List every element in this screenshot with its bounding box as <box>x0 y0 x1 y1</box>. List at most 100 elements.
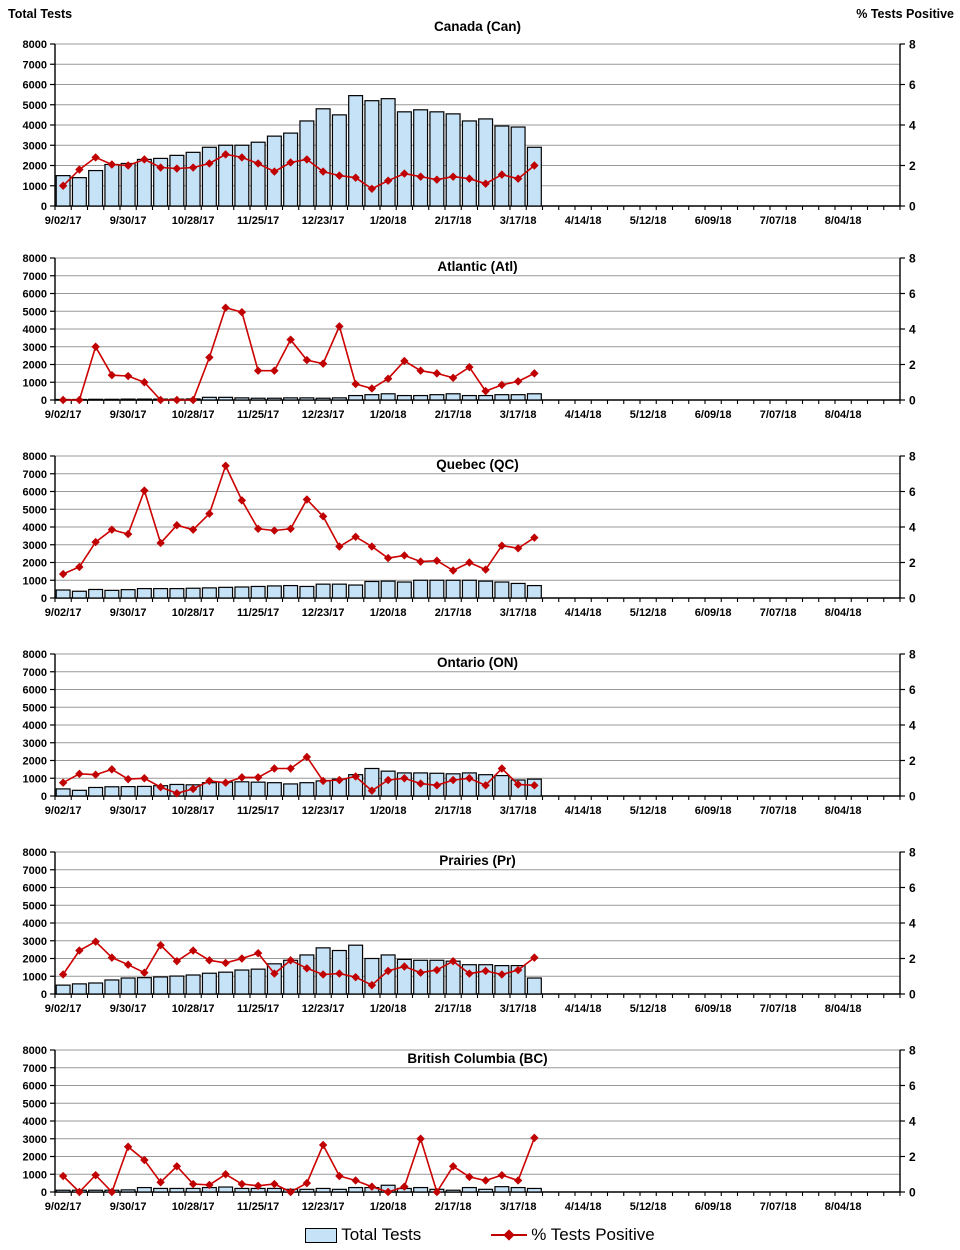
x-tick-label: 7/07/18 <box>760 805 797 817</box>
right-tick-label: 6 <box>909 683 916 697</box>
left-tick-label: 5000 <box>23 702 47 714</box>
left-tick-label: 6000 <box>23 289 47 301</box>
marker-10/07/17 <box>140 378 149 387</box>
x-tick-label: 9/30/17 <box>110 215 147 227</box>
x-tick-label: 8/04/18 <box>825 805 862 817</box>
x-tick-label: 3/17/18 <box>500 409 537 421</box>
marker-12/16/17 <box>302 155 312 164</box>
marker-11/25/17 <box>253 773 263 782</box>
bar-10/07/17 <box>136 158 152 207</box>
marker-10/07/17 <box>140 486 149 495</box>
marker-10/14/17 <box>156 940 165 950</box>
left-tick-label: 1000 <box>23 1169 47 1181</box>
legend-line-swatch-icon <box>491 1229 528 1241</box>
bar-11/04/17 <box>201 587 217 599</box>
bar-10/07/17 <box>136 785 152 797</box>
left-tick-label: 0 <box>41 201 47 213</box>
bar-1/13/18 <box>364 580 380 599</box>
marker-11/11/17 <box>221 1170 230 1179</box>
marker-12/09/17 <box>286 1187 295 1197</box>
left-tick-label: 5000 <box>23 900 47 912</box>
x-tick-label: 12/23/17 <box>302 1201 345 1213</box>
bar-10/07/17 <box>136 1186 152 1193</box>
x-tick-label: 7/07/18 <box>760 215 797 227</box>
marker-9/09/17 <box>75 395 84 405</box>
marker-1/27/18 <box>400 169 409 178</box>
chart-canvas-quebec: 0 1000 2000 3000 4000 5000 6000 7000 8000 0 2 4 6 8 9/… <box>23 450 916 620</box>
left-tick-label: 2000 <box>23 756 47 768</box>
bar-11/18/17 <box>234 586 250 599</box>
bar-3/03/18 <box>478 580 494 599</box>
x-tick-label: 11/25/17 <box>237 607 279 619</box>
x-tick-label: 8/04/18 <box>825 409 862 421</box>
bar-12/30/17 <box>331 397 347 401</box>
x-tick-label: 12/23/17 <box>302 805 345 817</box>
x-tick-label: 10/28/17 <box>172 1201 215 1213</box>
left-tick-label: 1000 <box>23 575 47 587</box>
bar-2/10/18 <box>429 579 445 599</box>
right-tick-label: 2 <box>909 1150 916 1164</box>
left-tick-label: 4000 <box>23 522 47 534</box>
bar-9/23/17 <box>104 979 120 995</box>
left-tick-label: 3000 <box>23 342 47 354</box>
right-tick-label: 4 <box>909 521 916 535</box>
bar-2/17/18 <box>445 960 461 995</box>
bar-11/04/17 <box>201 396 217 401</box>
left-tick-label: 6000 <box>23 487 47 499</box>
marker-2/03/18 <box>416 557 425 566</box>
bar-10/28/17 <box>185 151 201 207</box>
left-tick-label: 2000 <box>23 954 47 966</box>
right-tick-label: 6 <box>909 881 916 895</box>
x-tick-label: 2/17/18 <box>435 215 472 227</box>
bar-9/30/17 <box>120 162 136 207</box>
x-tick-label: 11/25/17 <box>237 409 279 421</box>
right-tick-label: 6 <box>909 78 916 92</box>
bar-2/10/18 <box>429 959 445 995</box>
left-tick-label: 2000 <box>23 161 47 173</box>
right-tick-label: 0 <box>909 592 916 606</box>
x-tick-label: 8/04/18 <box>825 1201 862 1213</box>
legend-item-total-tests: Total Tests <box>305 1225 421 1245</box>
marker-11/11/17 <box>221 958 230 968</box>
marker-11/25/17 <box>253 524 263 533</box>
x-tick-label: 3/17/18 <box>500 607 537 619</box>
bar-12/16/17 <box>299 954 315 995</box>
marker-10/14/17 <box>156 782 165 792</box>
x-tick-label: 2/17/18 <box>435 409 472 421</box>
bar-9/09/17 <box>71 789 87 797</box>
bar-10/14/17 <box>153 587 169 599</box>
bar-2/17/18 <box>445 579 461 599</box>
x-tick-label: 8/04/18 <box>825 1003 862 1015</box>
marker-11/11/17 <box>221 303 230 312</box>
left-tick-label: 5000 <box>23 1098 47 1110</box>
right-tick-label: 4 <box>909 323 916 337</box>
x-tick-label: 4/14/18 <box>565 805 602 817</box>
marker-11/04/17 <box>205 159 214 168</box>
x-tick-label: 1/20/18 <box>370 409 407 421</box>
marker-10/14/17 <box>156 395 165 405</box>
bar-9/23/17 <box>104 163 120 207</box>
marker-12/09/17 <box>286 335 295 344</box>
marker-11/18/17 <box>237 307 247 317</box>
legend-item-pct-positive: % Tests Positive <box>491 1225 655 1245</box>
marker-3/24/18 <box>530 533 539 542</box>
left-tick-label: 7000 <box>23 667 47 679</box>
right-tick-label: 0 <box>909 200 916 214</box>
marker-3/17/18 <box>513 780 523 789</box>
marker-2/10/18 <box>432 369 442 378</box>
left-tick-label: 8000 <box>23 847 47 859</box>
x-tick-label: 3/17/18 <box>500 805 537 817</box>
marker-2/10/18 <box>432 556 442 565</box>
chart-canvas-canada: 0 1000 2000 3000 4000 5000 6000 7000 8000 0 2 4 6 8 9/… <box>23 38 916 228</box>
marker-3/10/18 <box>497 380 507 390</box>
bar-10/07/17 <box>136 398 152 401</box>
marker-10/07/17 <box>140 968 149 977</box>
bar-11/18/17 <box>234 781 250 797</box>
marker-10/21/17 <box>172 395 182 405</box>
marker-1/13/18 <box>367 980 377 990</box>
bar-10/28/17 <box>185 1187 201 1193</box>
bar-3/10/18 <box>494 1186 510 1193</box>
bar-11/11/17 <box>218 396 234 401</box>
marker-11/11/17 <box>221 778 230 787</box>
x-tick-label: 7/07/18 <box>760 1003 797 1015</box>
